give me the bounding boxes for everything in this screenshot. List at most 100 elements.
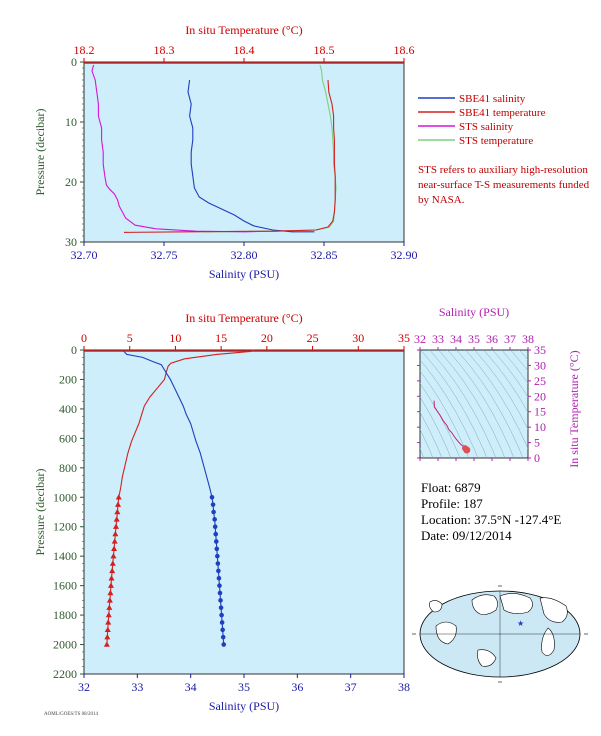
location: Location: 37.5°N -127.4°E (421, 512, 562, 527)
legend-sbe41-salinity: SBE41 salinity (459, 93, 526, 105)
y-tick-label: 200 (59, 372, 77, 386)
profile-number: Profile: 187 (421, 496, 483, 511)
x-bottom-tick-label: 33 (131, 680, 143, 694)
density-contour (420, 382, 461, 458)
density-contour (447, 350, 515, 458)
density-contour (429, 350, 497, 458)
y-tick-label: 800 (59, 461, 77, 475)
temperature-marker (113, 516, 120, 522)
temperature-marker (114, 508, 121, 515)
sbe41-salinity-line (187, 79, 315, 233)
ts-y-tick-label: 20 (534, 389, 546, 403)
x-bottom-tick-label: 35 (238, 680, 250, 694)
temperature-marker (112, 530, 119, 537)
ts-y-tick-label: 30 (534, 358, 546, 372)
salinity-marker (210, 502, 216, 507)
temperature-marker (107, 589, 114, 596)
ts-curve (433, 400, 468, 451)
map-land (435, 621, 457, 645)
temperature-marker (107, 582, 114, 588)
density-contour (420, 350, 488, 458)
salinity-marker (217, 583, 222, 588)
density-contour (519, 350, 528, 361)
x-bottom-axis-label: Salinity (PSU) (209, 267, 279, 281)
temperature-marker (105, 611, 112, 618)
temperature-marker (108, 575, 115, 581)
temperature-marker (104, 633, 111, 640)
x-bottom-tick-label: 38 (398, 680, 410, 694)
salinity-marker (218, 605, 224, 611)
salinity-marker (209, 494, 215, 500)
ts-y-tick-label: 10 (534, 420, 546, 434)
sts-temperature-line (203, 64, 337, 233)
footnote: AOML/GOES/TS 08/2014 (44, 712, 99, 717)
salinity-marker (219, 620, 225, 625)
x-top-tick-label: 18.5 (314, 43, 335, 57)
ts-x-tick-label: 33 (432, 332, 444, 346)
salinity-marker (212, 524, 218, 530)
density-contour (420, 359, 479, 458)
ts-x-tick-label: 36 (486, 332, 498, 346)
float-number: Float: 6879 (421, 480, 481, 495)
salinity-marker (216, 575, 222, 581)
salinity-marker (215, 561, 221, 566)
x-top-tick-label: 25 (307, 331, 319, 345)
density-contour (474, 350, 528, 430)
y-tick-label: 20 (65, 175, 77, 189)
x-bottom-tick-label: 34 (185, 680, 197, 694)
density-contour (483, 350, 528, 413)
plot-area-bottom (83, 349, 405, 675)
x-top-tick-label: 18.2 (74, 43, 95, 57)
temperature-marker (105, 619, 112, 625)
salinity-marker (211, 509, 216, 515)
density-contour (510, 350, 528, 372)
temperature-marker (111, 538, 118, 544)
density-contour (456, 350, 524, 458)
ts-y-tick-label: 35 (534, 343, 546, 357)
sbe41-temperature-line (123, 79, 336, 233)
x-top-tick-label: 15 (215, 331, 227, 345)
temperature-marker (115, 494, 122, 500)
temperature-profile-line (106, 349, 255, 645)
y-tick-label: 0 (71, 343, 77, 357)
map-land (429, 600, 443, 613)
map-grid (420, 591, 580, 677)
y-tick-label: 1600 (53, 579, 77, 593)
x-top-tick-label: 0 (81, 331, 87, 345)
ts-y-tick-label: 25 (534, 374, 546, 388)
salinity-marker (214, 546, 220, 552)
x-bottom-tick-label: 32.70 (71, 248, 98, 262)
temperature-marker (115, 501, 122, 507)
temperature-marker (109, 567, 116, 574)
temperature-marker (110, 552, 117, 559)
x-bottom-tick-label: 36 (291, 680, 303, 694)
world-map: ★ (412, 585, 588, 683)
temperature-marker (103, 641, 110, 647)
ts-x-tick-label: 32 (414, 332, 426, 346)
y-tick-label: 600 (59, 431, 77, 445)
salinity-marker (216, 568, 221, 574)
ts-x-axis-label: Salinity (PSU) (439, 305, 509, 319)
x-bottom-tick-label: 37 (345, 680, 357, 694)
temperature-marker (109, 560, 116, 566)
map-land (539, 597, 568, 623)
map-land (499, 593, 533, 614)
ts-deep-cluster (462, 445, 468, 452)
ts-x-tick-label: 35 (468, 332, 480, 346)
density-contour (420, 447, 425, 458)
x-top-tick-label: 20 (261, 331, 273, 345)
salinity-marker (217, 590, 223, 596)
density-contour (438, 350, 506, 458)
temperature-marker (113, 523, 119, 529)
map-land (477, 649, 497, 667)
x-bottom-tick-label: 32.75 (151, 248, 178, 262)
float-info: Float: 6879 Profile: 187 Location: 37.5°… (421, 480, 561, 544)
ts-x-tick-label: 37 (504, 332, 516, 346)
x-bottom-tick-label: 32.80 (231, 248, 258, 262)
temperature-marker (104, 626, 111, 633)
salinity-marker (218, 598, 223, 603)
y-tick-label: 2000 (53, 638, 77, 652)
x-top-tick-label: 18.3 (154, 43, 175, 57)
y-axis-label: Pressure (decibar) (33, 469, 47, 556)
